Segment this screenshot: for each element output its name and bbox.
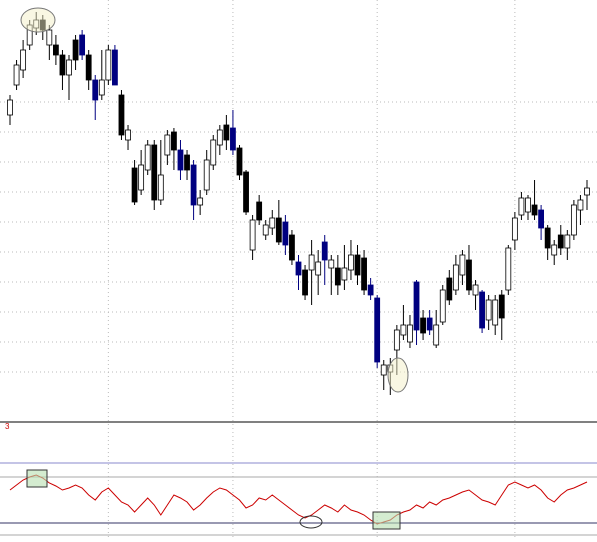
candle-body [551, 244, 558, 256]
candle-body [98, 79, 105, 96]
candle-body [197, 197, 204, 206]
oscillator-line [9, 474, 588, 525]
candle-body [236, 147, 243, 176]
candle-body [570, 204, 577, 236]
candle-body [177, 149, 184, 171]
candle-body [420, 317, 426, 334]
candle-body [138, 164, 145, 191]
candle-body [367, 284, 374, 296]
candle-body [511, 217, 518, 241]
candle-body [230, 127, 236, 151]
candle-body [171, 131, 177, 151]
candle-body [243, 171, 249, 213]
highlight [387, 357, 409, 393]
candle-body [92, 79, 99, 101]
candle-body [275, 217, 282, 243]
candle-body [46, 29, 53, 46]
candle-body [210, 139, 217, 166]
candle-body [407, 324, 413, 343]
candle-body [256, 201, 263, 221]
candle-body [118, 94, 125, 136]
candle-body [334, 267, 341, 286]
candle-body [269, 217, 276, 229]
candle-body [295, 261, 302, 276]
candle-body [223, 124, 230, 141]
candle-body [472, 284, 479, 296]
candle-body [466, 259, 472, 291]
candle-body [131, 167, 138, 203]
candle-body [105, 49, 112, 81]
candle-body [79, 34, 86, 56]
candle-body [59, 54, 66, 76]
candle-body [315, 261, 322, 276]
candle-body [184, 154, 190, 171]
candle-body [557, 234, 564, 249]
candle-body [577, 199, 584, 211]
candle-body [439, 289, 446, 323]
candle-body [52, 44, 59, 56]
candle-body [584, 187, 590, 196]
indicator-label: 3 [5, 422, 10, 431]
candle-body [531, 204, 538, 216]
candle-body [354, 254, 361, 276]
candle-body [190, 164, 197, 206]
candle-body [564, 234, 571, 249]
candle-body [525, 197, 531, 213]
candle-body [262, 224, 269, 236]
candle-body [144, 144, 151, 171]
candle-body [216, 129, 223, 146]
candle-body [433, 324, 440, 346]
candle-body [125, 129, 131, 141]
candle-body [302, 269, 308, 296]
candle-body [72, 39, 79, 61]
candle-body [426, 317, 433, 331]
candle-body [308, 254, 315, 271]
candle-body [400, 324, 407, 336]
candle-body [321, 241, 328, 261]
candle-body [374, 297, 381, 363]
highlight [26, 469, 48, 488]
highlight [299, 515, 323, 529]
candle-body [328, 259, 335, 269]
highlight [20, 7, 56, 33]
candle-body [479, 291, 485, 329]
candle-body [452, 264, 459, 291]
candle-body [203, 159, 210, 191]
candle-body [485, 299, 492, 321]
candle-body [157, 174, 164, 201]
candle-body [361, 257, 367, 291]
candle-body [13, 64, 20, 86]
candle-body [393, 329, 400, 351]
candle-body [164, 134, 171, 156]
candle-body [7, 99, 13, 116]
candle-body [282, 221, 289, 246]
candle-body [341, 267, 348, 281]
candle-body [446, 277, 453, 301]
candle-body [538, 209, 545, 229]
candle-body [505, 247, 512, 291]
highlight [372, 511, 401, 530]
candle-body [518, 197, 525, 216]
candle-body [289, 234, 295, 261]
candle-body [112, 49, 118, 86]
candle-body [151, 144, 158, 201]
candle-body [498, 294, 505, 319]
candle-body [380, 364, 387, 376]
candle-body [348, 254, 354, 271]
marks [0, 12, 597, 536]
candle-body [459, 254, 466, 276]
candle-body [20, 49, 27, 71]
candle-body [492, 299, 499, 326]
candle-body [413, 281, 420, 331]
candle-body [249, 219, 256, 251]
candle-body [544, 227, 551, 249]
candle-body [66, 59, 72, 76]
candle-body [85, 54, 92, 81]
